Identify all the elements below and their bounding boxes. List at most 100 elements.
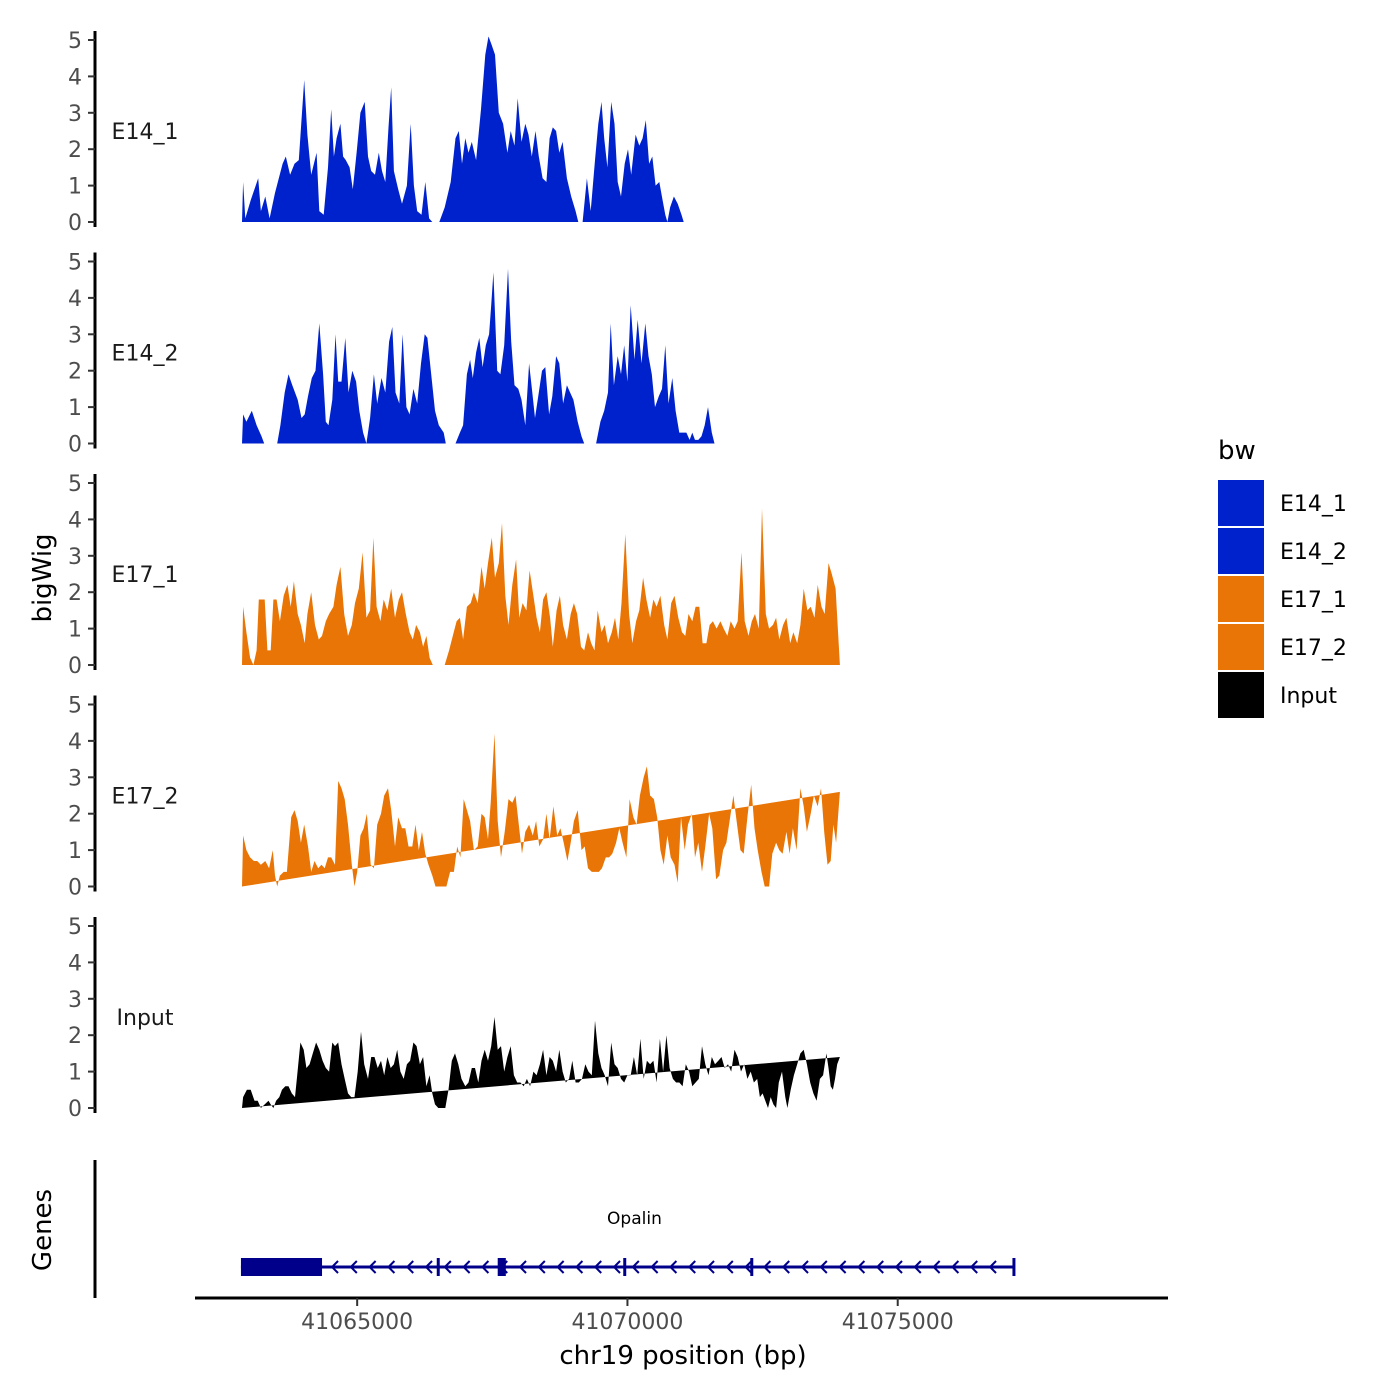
legend-label: E14_2	[1280, 540, 1347, 565]
signal-area-e17-1	[242, 508, 840, 665]
x-tick-label: 41065000	[301, 1310, 413, 1335]
x-tick-label: 41075000	[842, 1310, 954, 1335]
strand-chevron	[894, 1260, 903, 1274]
legend-swatch-e14-1	[1218, 480, 1264, 526]
x-axis: 41065000 41070000 41075000	[195, 1296, 1168, 1335]
strand-chevron	[481, 1260, 490, 1274]
strand-chevron	[443, 1260, 452, 1274]
y-tick-label: 0	[68, 211, 82, 236]
y-tick-label: 0	[68, 876, 82, 901]
legend-label: Input	[1280, 684, 1337, 709]
track-e17-2: 0 1 2 3 4 5 E17_2	[68, 694, 840, 901]
strand-chevron	[763, 1260, 772, 1274]
track-input: 0 1 2 3 4 5 Input	[68, 915, 840, 1122]
strand-chevron	[349, 1260, 358, 1274]
y-tick-label: 5	[68, 472, 82, 497]
strand-chevron	[875, 1260, 884, 1274]
legend-swatch-e17-2	[1218, 624, 1264, 670]
strand-chevron	[575, 1260, 584, 1274]
legend-swatch-input	[1218, 672, 1264, 718]
legend-swatch-e17-1	[1218, 576, 1264, 622]
strand-chevron	[631, 1260, 640, 1274]
y-tick-label: 2	[68, 803, 82, 828]
y-tick-label: 0	[68, 1097, 82, 1122]
track-e14-2: 0 1 2 3 4 5 E14_2	[68, 251, 715, 458]
strand-chevron	[969, 1260, 978, 1274]
signal-area-e14-1	[242, 36, 684, 223]
y-tick-label: 5	[68, 29, 82, 54]
gene-opalin: Opalin	[240, 1209, 1016, 1276]
y-tick-label: 0	[68, 433, 82, 458]
legend-label: E17_1	[1280, 588, 1347, 613]
strand-chevron	[537, 1260, 546, 1274]
strand-chevron	[669, 1260, 678, 1274]
y-tick-label: 4	[68, 287, 82, 312]
signal-area-e14-2	[242, 268, 715, 444]
strand-chevron	[687, 1260, 696, 1274]
strand-chevron	[424, 1260, 433, 1274]
signal-area-input	[242, 1017, 840, 1108]
y-tick-label: 4	[68, 508, 82, 533]
strand-chevron	[725, 1260, 734, 1274]
x-axis-title: chr19 position (bp)	[559, 1341, 806, 1371]
strand-chevron	[650, 1260, 659, 1274]
y-tick-label: 5	[68, 694, 82, 719]
track-label: E17_2	[112, 785, 179, 810]
strand-chevron	[988, 1260, 997, 1274]
y-tick-label: 0	[68, 654, 82, 679]
genes-title: Genes	[28, 1189, 58, 1271]
strand-chevron	[330, 1260, 339, 1274]
strand-chevron	[368, 1260, 377, 1274]
y-tick-label: 3	[68, 323, 82, 348]
legend-label: E14_1	[1280, 492, 1347, 517]
signal-area-e17-2	[242, 733, 840, 887]
track-label: E17_1	[112, 563, 179, 588]
strand-chevron	[744, 1260, 753, 1274]
strand-chevron	[405, 1260, 414, 1274]
y-tick-label: 1	[68, 396, 82, 421]
strand-chevron	[499, 1260, 508, 1274]
y-tick-label: 1	[68, 175, 82, 200]
y-tick-label: 2	[68, 581, 82, 606]
y-tick-label: 1	[68, 839, 82, 864]
track-label: E14_1	[112, 120, 179, 145]
y-tick-label: 3	[68, 766, 82, 791]
strand-chevron	[518, 1260, 527, 1274]
track-e14-1: 0 1 2 3 4 5 E14_1	[68, 29, 684, 236]
y-tick-label: 4	[68, 951, 82, 976]
y-tick-label: 3	[68, 988, 82, 1013]
y-tick-label: 1	[68, 1061, 82, 1086]
strand-chevron	[951, 1260, 960, 1274]
x-tick-label: 41070000	[571, 1310, 683, 1335]
y-tick-label: 2	[68, 1024, 82, 1049]
strand-chevron	[800, 1260, 809, 1274]
y-tick-label: 2	[68, 138, 82, 163]
track-label: E14_2	[112, 342, 179, 367]
y-tick-label: 2	[68, 360, 82, 385]
y-tick-label: 5	[68, 915, 82, 940]
strand-chevron	[838, 1260, 847, 1274]
track-e17-1: 0 1 2 3 4 5 E17_1	[68, 472, 840, 679]
y-axis-title: bigWig	[28, 533, 58, 622]
y-tick-label: 4	[68, 730, 82, 755]
strand-chevron	[387, 1260, 396, 1274]
genes-panel: Opalin	[93, 1160, 1016, 1298]
legend-title: bw	[1218, 436, 1256, 466]
legend-swatch-e14-2	[1218, 528, 1264, 574]
y-tick-label: 4	[68, 65, 82, 90]
strand-chevron	[857, 1260, 866, 1274]
strand-chevron	[612, 1260, 621, 1274]
y-tick-label: 5	[68, 251, 82, 276]
strand-chevron	[593, 1260, 602, 1274]
legend-label: E17_2	[1280, 636, 1347, 661]
strand-chevron	[706, 1260, 715, 1274]
strand-chevron	[556, 1260, 565, 1274]
y-tick-label: 3	[68, 545, 82, 570]
legend: bw E14_1 E14_2 E17_1 E17_2 Input	[1218, 436, 1347, 718]
strand-chevron	[781, 1260, 790, 1274]
y-tick-label: 3	[68, 102, 82, 127]
track-label: Input	[117, 1006, 174, 1031]
strand-chevron	[462, 1260, 471, 1274]
